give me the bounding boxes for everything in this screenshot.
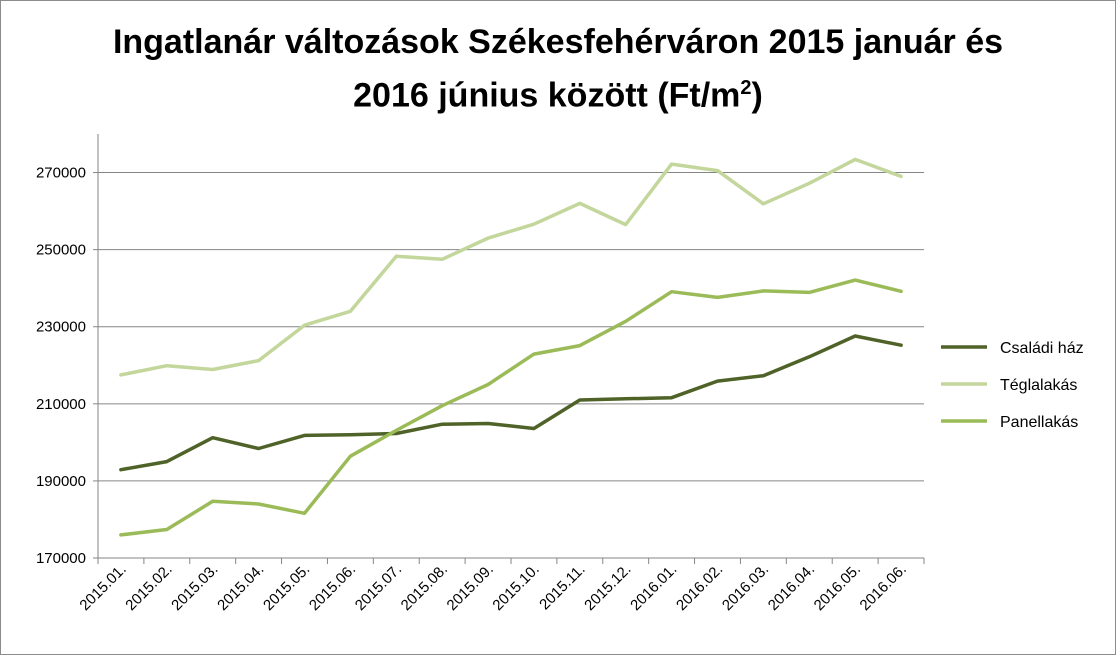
x-tick-label: 2015.07. [352,561,405,614]
y-axis-tick-labels: 270000 250000 230000 210000 190000 170000 [36,165,86,567]
x-tick-label: 2015.05. [260,561,313,614]
x-tick-label: 2015.08. [398,561,451,614]
x-tick-label: 2015.06. [306,561,359,614]
legend-label: Családi ház [1000,340,1084,357]
x-tick-label: 2016.04. [765,561,818,614]
y-tick-label: 250000 [36,242,86,259]
chart-title-superscript: 2 [740,77,752,99]
x-tick-label: 2015.11. [536,561,589,614]
chart-title-line2: 2016 június között (Ft/m2) [1,65,1115,118]
legend-label: Panellakás [1000,414,1078,431]
legend-label: Téglalakás [1000,377,1077,394]
gridlines [98,172,924,482]
y-tick-label: 270000 [36,165,86,182]
series-line-2 [119,278,903,537]
chart-title-line1: Ingatlanár változások Székesfehérváron 2… [112,23,1004,61]
axes [93,134,925,564]
x-tick-label: 2016.06. [857,561,910,614]
series-line-1 [119,157,903,377]
x-tick-label: 2015.09. [444,561,497,614]
series-line-0 [119,334,903,472]
x-tick-label: 2016.05. [811,561,864,614]
x-tick-label: 2016.02. [673,561,726,614]
x-tick-label: 2015.02. [122,561,175,614]
x-tick-label: 2015.10. [489,561,542,614]
y-tick-label: 190000 [36,473,86,490]
series-lines [119,157,903,537]
y-tick-label: 230000 [36,319,86,336]
chart-title-line2-end: ) [751,76,763,115]
x-tick-label: 2015.12. [581,561,634,614]
chart-title: Ingatlanár változások Székesfehérváron 2… [1,19,1115,118]
legend: Családi ház Téglalakás Panellakás [941,340,1084,431]
y-tick-label: 210000 [36,396,86,413]
y-tick-label: 170000 [36,550,86,567]
x-tick-label: 2015.01. [76,561,129,614]
chart-title-line2-text: 2016 június között (Ft/m [353,76,741,115]
x-tick-label: 2016.03. [719,561,772,614]
x-tick-label: 2015.03. [168,561,221,614]
x-tick-label: 2015.04. [214,561,267,614]
x-tick-label: 2016.01. [627,561,680,614]
x-axis-tick-labels: 2015.01.2015.02.2015.03.2015.04.2015.05.… [76,561,909,614]
